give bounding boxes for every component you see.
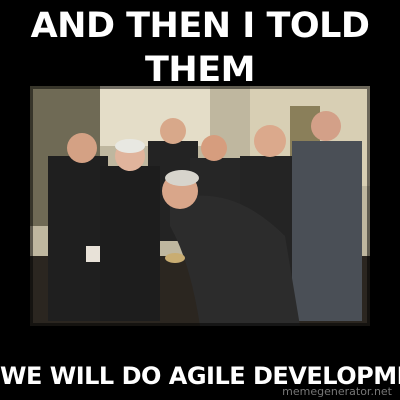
top-caption-line-2: THEM [0,48,400,92]
top-caption: AND THEN I TOLD THEM [0,4,400,92]
top-caption-line-1: AND THEN I TOLD [0,4,400,48]
man-far-right [292,111,362,321]
window-light [100,86,210,146]
watermark: memegenerator.net [282,385,392,398]
wine-glass [165,253,185,263]
photo-illustration [30,86,370,326]
man-white-hair [100,139,160,321]
laughing-men-photo [30,86,370,326]
